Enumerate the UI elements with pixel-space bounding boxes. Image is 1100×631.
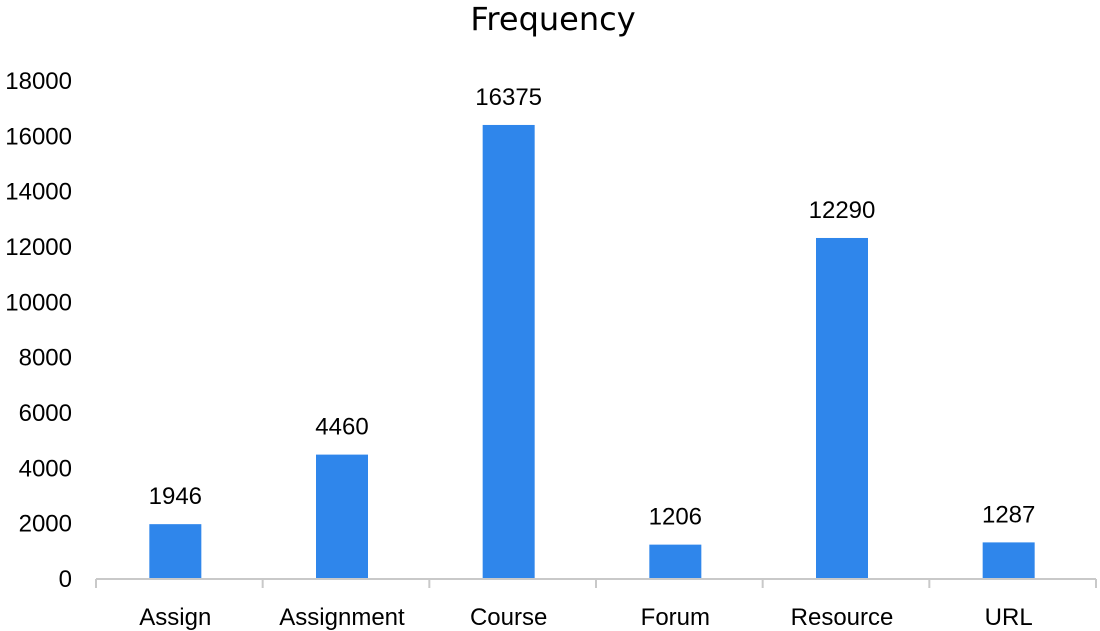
y-tick-label: 18000 — [5, 68, 72, 95]
y-tick-label: 8000 — [19, 345, 72, 372]
data-label-course: 16375 — [475, 84, 542, 111]
x-tick-label-assignment: Assignment — [279, 604, 405, 631]
y-axis-ticks: 0 2000 4000 6000 8000 10000 12000 14000 16000 180… — [5, 68, 72, 593]
bar-assign — [149, 524, 202, 578]
x-axis-ticks — [95, 579, 1097, 588]
y-tick-label: 0 — [59, 566, 72, 593]
data-label-forum: 1206 — [649, 504, 702, 531]
x-tick-label-resource: Resource — [791, 604, 894, 631]
data-label-resource: 12290 — [809, 197, 876, 224]
x-tick-label-assign: Assign — [139, 604, 211, 631]
y-tick-label: 4000 — [19, 455, 72, 482]
bar-assignment — [316, 454, 368, 578]
y-tick-label: 2000 — [19, 511, 72, 538]
y-tick-label: 16000 — [5, 123, 72, 150]
data-label-assign: 1946 — [149, 483, 202, 510]
x-tick-label-forum: Forum — [641, 604, 710, 631]
data-label-assignment: 4460 — [315, 414, 368, 441]
y-tick-label: 6000 — [19, 400, 72, 427]
bars — [149, 124, 1035, 578]
y-tick-label: 12000 — [5, 234, 72, 261]
x-axis-labels: Assign Assignment Course Forum Resource URL — [139, 604, 1032, 631]
bar-url — [982, 542, 1035, 578]
chart-title: Frequency — [470, 0, 635, 38]
x-tick-label-course: Course — [470, 604, 547, 631]
y-tick-label: 10000 — [5, 289, 72, 316]
bar-forum — [649, 544, 702, 578]
y-tick-label: 14000 — [5, 179, 72, 206]
bar-resource — [816, 237, 868, 578]
data-labels: 1946 4460 16375 1206 12290 1287 — [149, 84, 1036, 531]
x-tick-label-url: URL — [985, 604, 1033, 631]
bar-course — [482, 124, 535, 578]
data-label-url: 1287 — [982, 501, 1035, 528]
